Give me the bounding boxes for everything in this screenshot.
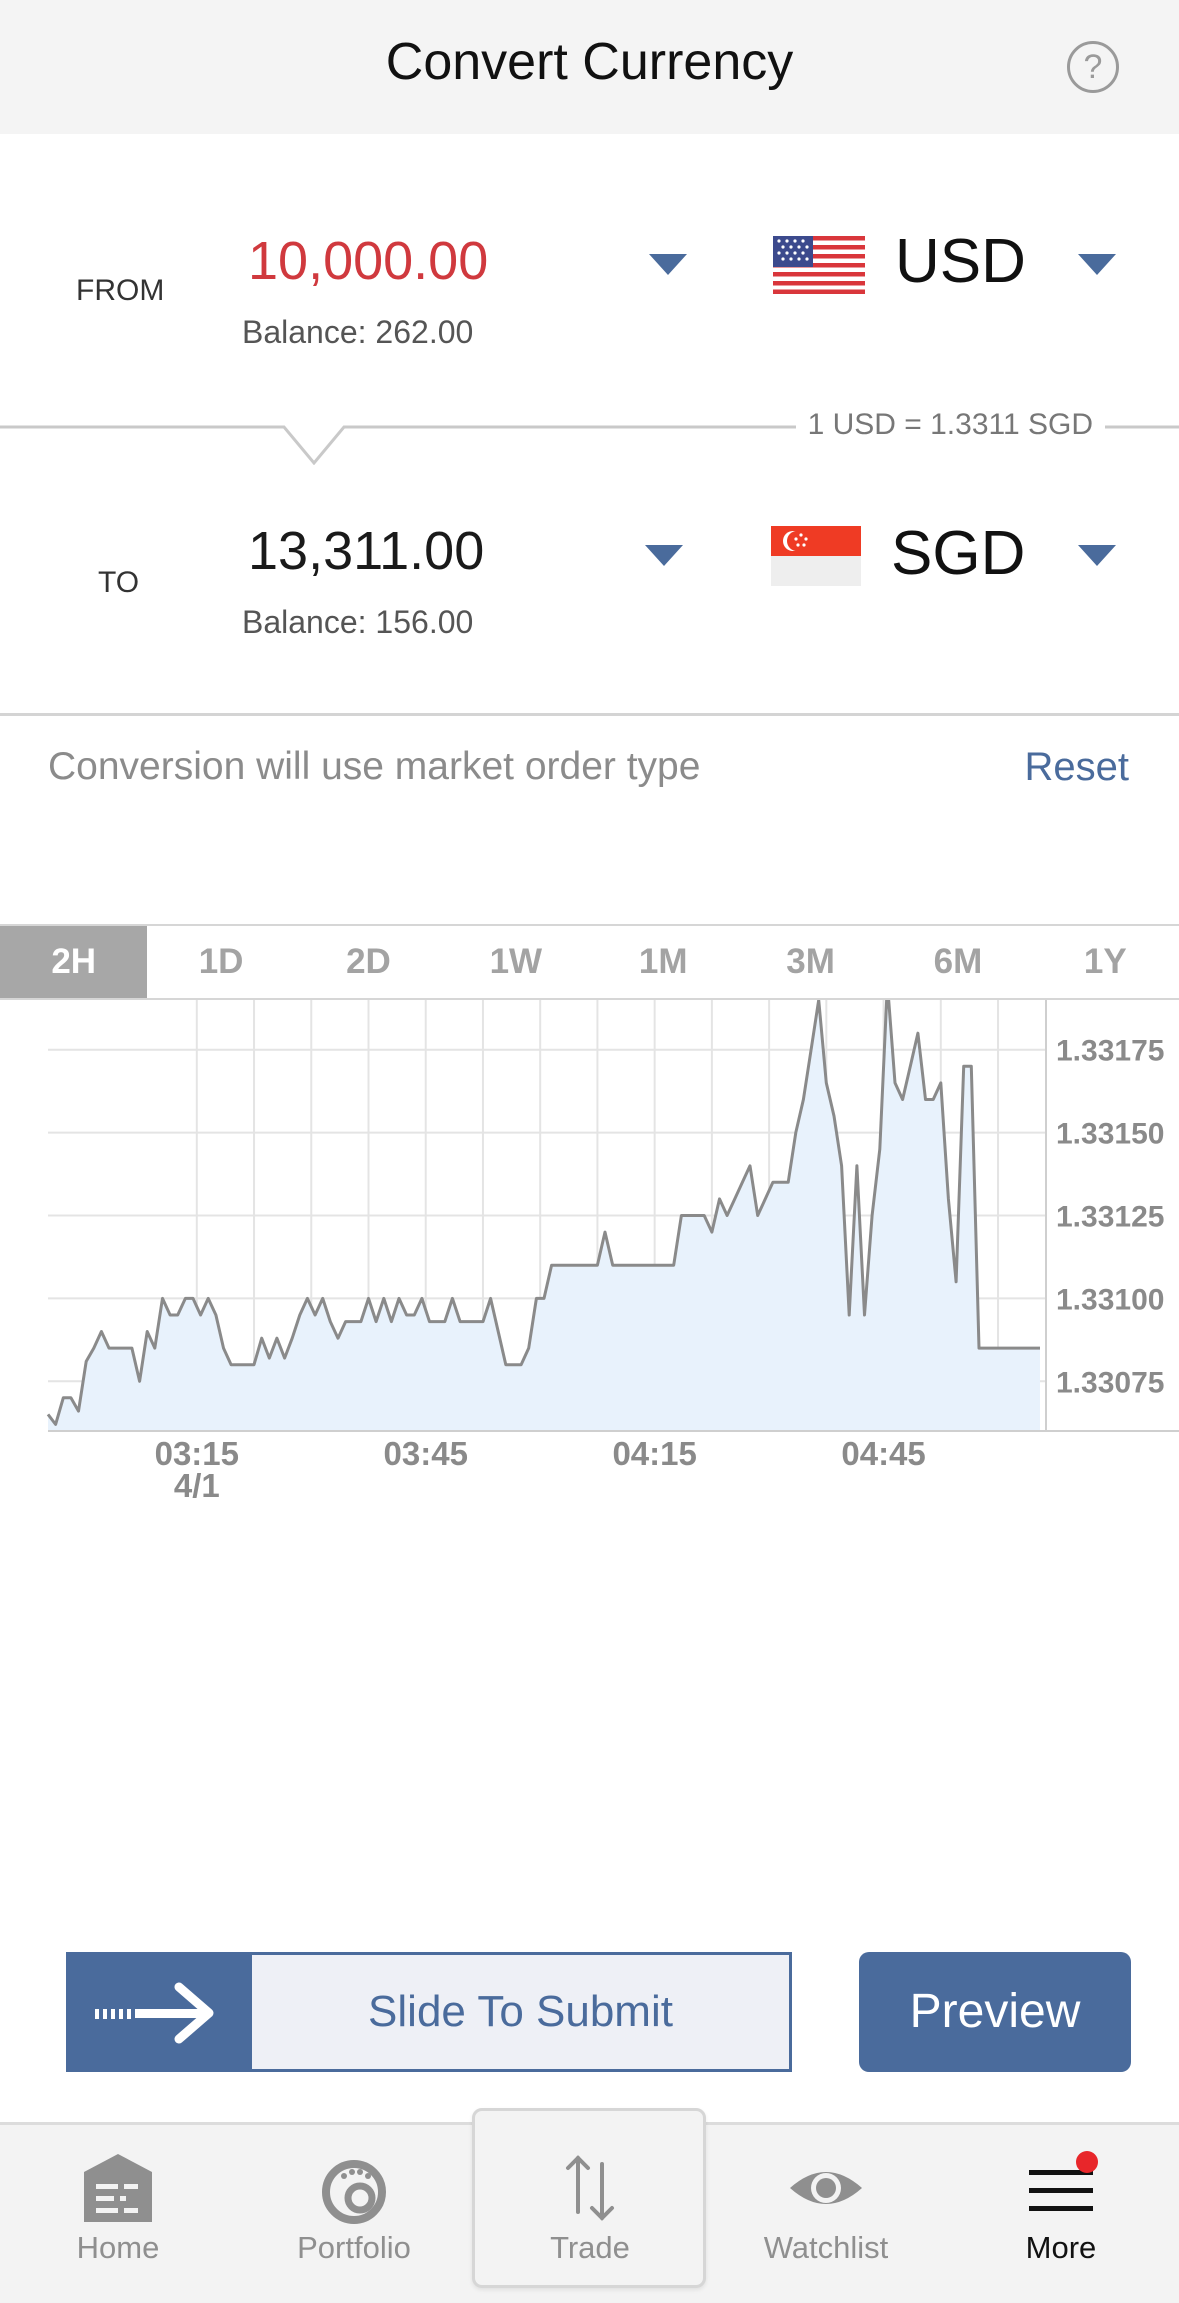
slide-label: Slide To Submit: [368, 1987, 673, 2036]
menu-icon: [1029, 2151, 1098, 2211]
tab-1y[interactable]: 1Y: [1083, 942, 1127, 981]
nav-more[interactable]: More: [943, 2122, 1179, 2303]
to-amount-input[interactable]: 13,311.00: [248, 521, 485, 581]
to-currency[interactable]: SGD: [891, 519, 1026, 588]
watchlist-icon: [790, 2172, 862, 2204]
nav-trade-label: Trade: [550, 2230, 630, 2265]
nav-home-label: Home: [76, 2230, 160, 2265]
page-title: Convert Currency: [385, 33, 794, 91]
chart-y-tick-label: 1.33125: [1056, 1201, 1164, 1234]
market-order-note: Conversion will use market order type: [48, 745, 701, 788]
chart-y-tick-label: 1.33100: [1056, 1283, 1164, 1316]
exchange-rate: 1 USD = 1.3311 SGD: [795, 408, 1105, 442]
header-bar: [0, 0, 1179, 134]
chart-x-date-label: 4/1: [174, 1467, 220, 1504]
from-amount-input[interactable]: 10,000.00: [248, 231, 489, 291]
nav-watchlist-label: Watchlist: [763, 2230, 889, 2265]
from-amount-dropdown-icon[interactable]: [649, 254, 687, 275]
tab-1d[interactable]: 1D: [198, 942, 244, 981]
section-divider: [0, 713, 1179, 716]
preview-button[interactable]: Preview: [859, 1952, 1131, 2072]
nav-home[interactable]: Home: [0, 2122, 236, 2303]
notification-dot: [1076, 2151, 1098, 2173]
chart-x-tick-label: 03:45: [384, 1435, 468, 1472]
rate-divider: [0, 425, 1179, 465]
slide-to-submit[interactable]: Slide To Submit: [66, 1952, 792, 2072]
nav-portfolio-label: Portfolio: [297, 2230, 411, 2265]
from-currency[interactable]: USD: [895, 227, 1026, 296]
nav-watchlist[interactable]: Watchlist: [708, 2122, 944, 2303]
to-currency-dropdown-icon[interactable]: [1078, 545, 1116, 566]
chart-y-tick-label: 1.33150: [1056, 1118, 1164, 1151]
tab-2d[interactable]: 2D: [346, 942, 391, 981]
tab-1m[interactable]: 1M: [638, 942, 688, 981]
to-balance: Balance: 156.00: [242, 604, 474, 640]
rate-series-line: [46, 1000, 1040, 1426]
from-label: FROM: [76, 274, 165, 307]
nav-trade[interactable]: Trade: [472, 2122, 708, 2303]
chart-x-tick-label: 03:15: [155, 1435, 239, 1472]
tab-3m[interactable]: 3M: [786, 942, 835, 981]
us-flag-icon: [773, 236, 865, 294]
chart-y-tick-label: 1.33175: [1056, 1035, 1164, 1068]
to-amount-dropdown-icon[interactable]: [645, 545, 683, 566]
range-tabs: 2H 1D 2D 1W 1M 3M 6M 1Y: [0, 924, 1179, 1000]
trade-icon: [566, 2155, 614, 2221]
trade-tab-highlight: [472, 2108, 706, 2288]
chart-x-tick-label: 04:15: [612, 1435, 696, 1472]
nav-portfolio[interactable]: Portfolio: [236, 2122, 472, 2303]
tab-2h[interactable]: 2H: [0, 926, 148, 998]
nav-more-label: More: [1025, 2230, 1097, 2265]
home-icon: [84, 2154, 152, 2222]
from-currency-dropdown-icon[interactable]: [1078, 254, 1116, 275]
tab-6m[interactable]: 6M: [933, 942, 983, 981]
to-label: TO: [98, 566, 140, 599]
arrow-right-icon: [95, 1982, 214, 2044]
singapore-flag-icon: [771, 526, 861, 586]
rate-area-fill: [48, 1000, 1040, 1431]
rate-chart[interactable]: 1.33175 1.33150 1.33125 1.33100 1.33075 03:1…: [0, 1000, 1179, 1520]
reset-button[interactable]: Reset: [1024, 745, 1130, 789]
tab-1w[interactable]: 1W: [489, 942, 543, 981]
help-icon[interactable]: ?: [1067, 41, 1119, 93]
chart-y-tick-label: 1.33075: [1056, 1366, 1164, 1399]
slider-handle[interactable]: [69, 1955, 252, 2069]
portfolio-icon: [322, 2160, 386, 2224]
from-balance: Balance: 262.00: [242, 314, 474, 350]
chart-x-tick-label: 04:45: [841, 1435, 925, 1472]
